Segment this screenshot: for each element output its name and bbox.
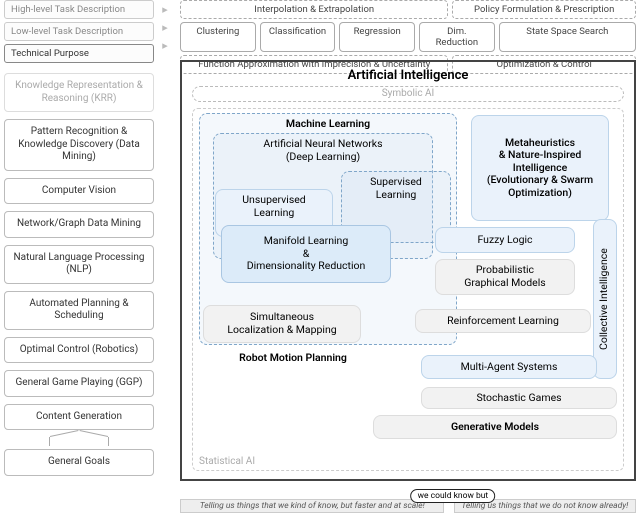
stochastic-games-box: Stochastic Games <box>421 387 617 409</box>
task-description-labels: High-level Task Description Low-level Ta… <box>4 0 154 63</box>
ml-title: Machine Learning <box>286 118 370 131</box>
collective-intelligence-box: Collective Intelligence <box>593 219 617 379</box>
ai-taxonomy-frame: Artificial Intelligence Symbolic AI Stat… <box>180 60 636 481</box>
topic-cv: Computer Vision <box>4 178 154 205</box>
low-level-task-desc: Low-level Task Description <box>4 22 154 41</box>
rl-box: Reinforcement Learning <box>415 309 591 333</box>
pgm-box: Probabilistic Graphical Models <box>435 259 575 295</box>
generative-models-box: Generative Models <box>373 415 617 439</box>
arrow-icon: ▸ <box>156 38 174 56</box>
topic-control: Optimal Control (Robotics) <box>4 337 154 364</box>
symbolic-ai-box: Symbolic AI <box>192 86 624 102</box>
arrow-indicators: ▸ ▸ ▸ <box>156 2 174 56</box>
bottom-commentary: Telling us things that we kind of know, … <box>180 489 636 517</box>
robot-motion-label: Robot Motion Planning <box>203 349 383 367</box>
box-classification: Classification <box>260 22 336 52</box>
box-regression: Regression <box>339 22 415 52</box>
statistical-ai-label: Statistical AI <box>199 456 255 467</box>
metaheuristics-box: Metaheuristics & Nature-Inspired Intelli… <box>471 115 609 221</box>
high-level-task-desc: High-level Task Description <box>4 0 154 19</box>
statistical-ai-box: Statistical AI Machine Learning Artifici… <box>192 108 624 471</box>
ai-topic-list: Knowledge Representation & Reasoning (KR… <box>4 73 154 476</box>
box-interpolation: Interpolation & Extrapolation <box>180 0 448 19</box>
box-dimreduction: Dim. Reduction <box>419 22 495 52</box>
low-level-row: Clustering Classification Regression Dim… <box>180 22 636 52</box>
topic-krr: Knowledge Representation & Reasoning (KR… <box>4 73 154 112</box>
box-clustering: Clustering <box>180 22 256 52</box>
box-policy: Policy Formulation & Prescription <box>452 0 636 19</box>
left-column: High-level Task Description Low-level Ta… <box>4 0 154 483</box>
high-level-row: Interpolation & Extrapolation Policy For… <box>180 0 636 19</box>
bottom-left-note: Telling us things that we kind of know, … <box>180 499 444 513</box>
general-goals: General Goals <box>4 449 154 476</box>
arrow-icon: ▸ <box>156 20 174 38</box>
topic-graph-mining: Network/Graph Data Mining <box>4 211 154 238</box>
topic-content-gen: Content Generation <box>4 404 154 431</box>
topic-planning: Automated Planning & Scheduling <box>4 291 154 330</box>
technical-purpose: Technical Purpose <box>4 44 154 63</box>
topic-ggp: General Game Playing (GGP) <box>4 370 154 397</box>
fuzzy-logic-box: Fuzzy Logic <box>435 227 575 253</box>
ai-title: Artificial Intelligence <box>182 68 634 83</box>
topic-nlp: Natural Language Processing (NLP) <box>4 245 154 284</box>
topic-data-mining: Pattern Recognition & Knowledge Discover… <box>4 119 154 171</box>
manifold-learning-box: Manifold Learning & Dimensionality Reduc… <box>221 225 391 283</box>
bottom-tag: we could know but <box>411 489 496 503</box>
multi-agent-box: Multi-Agent Systems <box>421 355 597 379</box>
box-statespace: State Space Search <box>499 22 636 52</box>
general-goals-chevron-icon <box>49 437 109 446</box>
slam-box: Simultaneous Localization & Mapping <box>203 305 361 343</box>
ci-label: Collective Intelligence <box>598 224 611 374</box>
arrow-icon: ▸ <box>156 2 174 20</box>
